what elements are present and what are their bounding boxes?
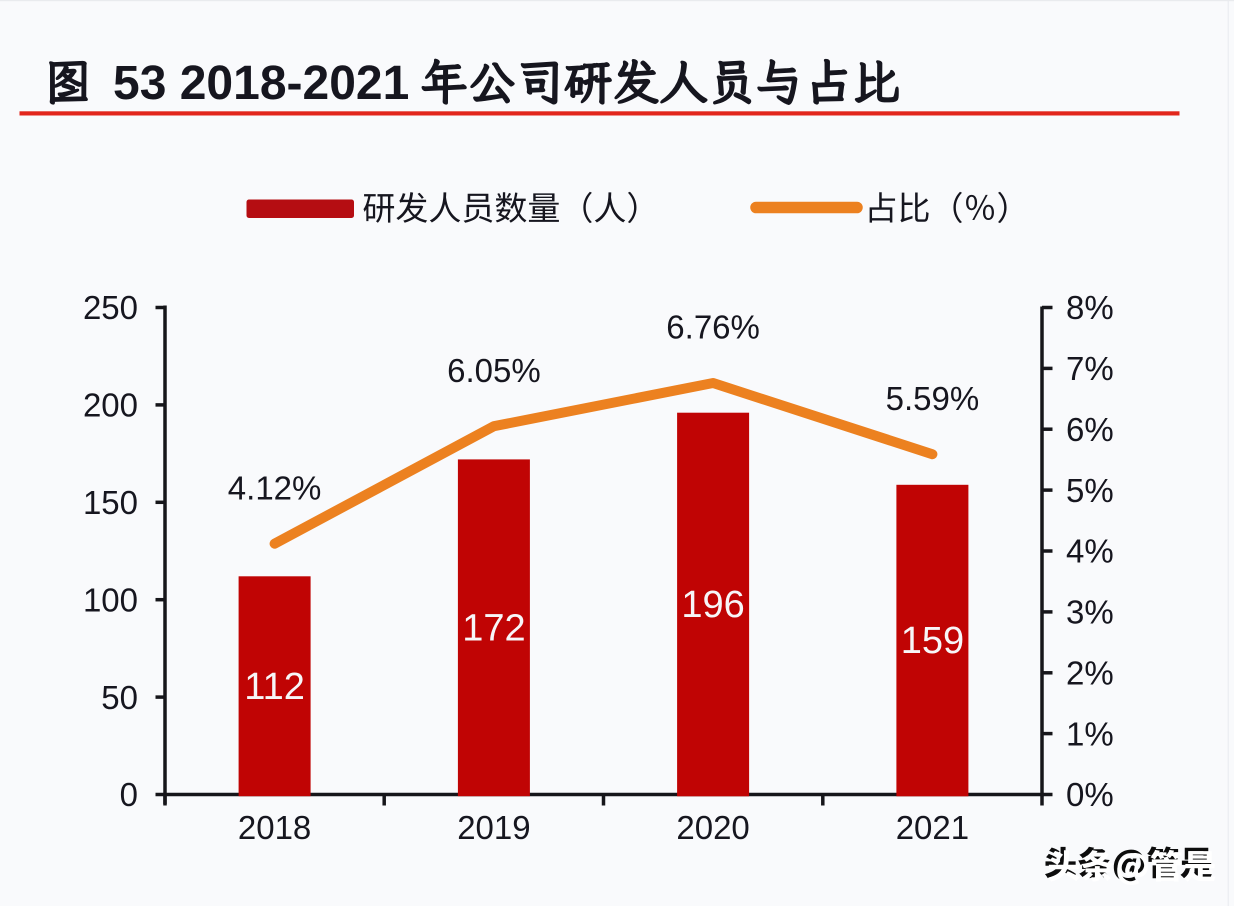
- svg-text:2018: 2018: [238, 809, 311, 846]
- svg-text:112: 112: [244, 666, 305, 708]
- svg-text:5%: 5%: [1066, 472, 1114, 509]
- svg-text:250: 250: [83, 289, 138, 326]
- svg-text:7%: 7%: [1066, 350, 1114, 387]
- svg-text:0%: 0%: [1066, 776, 1114, 813]
- svg-text:3%: 3%: [1066, 594, 1114, 631]
- svg-text:4%: 4%: [1066, 533, 1114, 570]
- svg-text:150: 150: [83, 484, 138, 521]
- svg-text:196: 196: [681, 584, 744, 626]
- svg-text:2%: 2%: [1066, 655, 1114, 692]
- svg-text:6.76%: 6.76%: [666, 309, 760, 346]
- svg-text:8%: 8%: [1066, 289, 1114, 326]
- svg-text:100: 100: [83, 581, 138, 618]
- svg-text:6.05%: 6.05%: [447, 352, 541, 389]
- svg-text:1%: 1%: [1066, 715, 1114, 752]
- svg-text:172: 172: [462, 608, 525, 650]
- svg-text:6%: 6%: [1066, 411, 1114, 448]
- svg-text:2019: 2019: [457, 809, 530, 846]
- svg-text:0: 0: [120, 776, 138, 813]
- svg-text:159: 159: [901, 620, 964, 662]
- svg-text:4.12%: 4.12%: [228, 469, 322, 506]
- svg-text:2020: 2020: [676, 809, 749, 846]
- svg-text:2021: 2021: [896, 809, 969, 846]
- svg-text:53 2018-2021: 53 2018-2021: [113, 57, 409, 110]
- svg-text:50: 50: [101, 679, 138, 716]
- svg-text:5.59%: 5.59%: [886, 380, 980, 417]
- svg-text:200: 200: [83, 387, 138, 424]
